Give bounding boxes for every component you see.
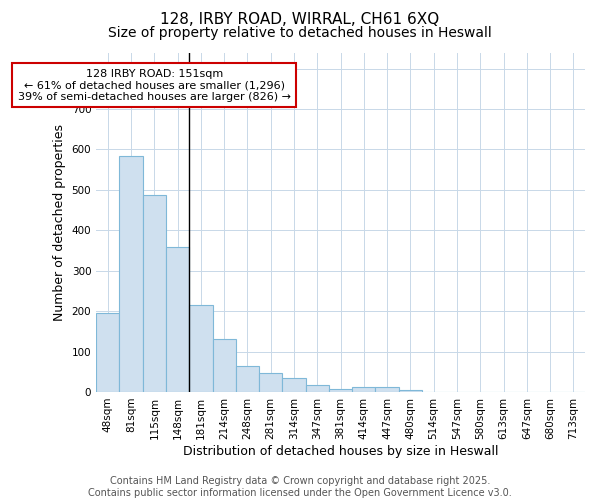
Text: 128 IRBY ROAD: 151sqm
← 61% of detached houses are smaller (1,296)
39% of semi-d: 128 IRBY ROAD: 151sqm ← 61% of detached … (18, 68, 291, 102)
Text: Contains HM Land Registry data © Crown copyright and database right 2025.
Contai: Contains HM Land Registry data © Crown c… (88, 476, 512, 498)
Bar (352, 387, 376, 392)
Bar (119, 156, 143, 392)
Bar (283, 378, 305, 392)
Y-axis label: Number of detached properties: Number of detached properties (53, 124, 66, 320)
Bar (143, 195, 166, 392)
Bar (376, 387, 399, 392)
Bar (212, 338, 236, 392)
Bar (189, 305, 212, 392)
Bar (305, 385, 329, 392)
Text: 128, IRBY ROAD, WIRRAL, CH61 6XQ: 128, IRBY ROAD, WIRRAL, CH61 6XQ (160, 12, 440, 28)
Text: Size of property relative to detached houses in Heswall: Size of property relative to detached ho… (108, 26, 492, 40)
Bar (96, 313, 119, 392)
Bar (399, 390, 422, 392)
Bar (259, 373, 283, 392)
Bar (329, 388, 352, 392)
Bar (166, 248, 189, 392)
Bar (236, 366, 259, 392)
X-axis label: Distribution of detached houses by size in Heswall: Distribution of detached houses by size … (183, 444, 499, 458)
